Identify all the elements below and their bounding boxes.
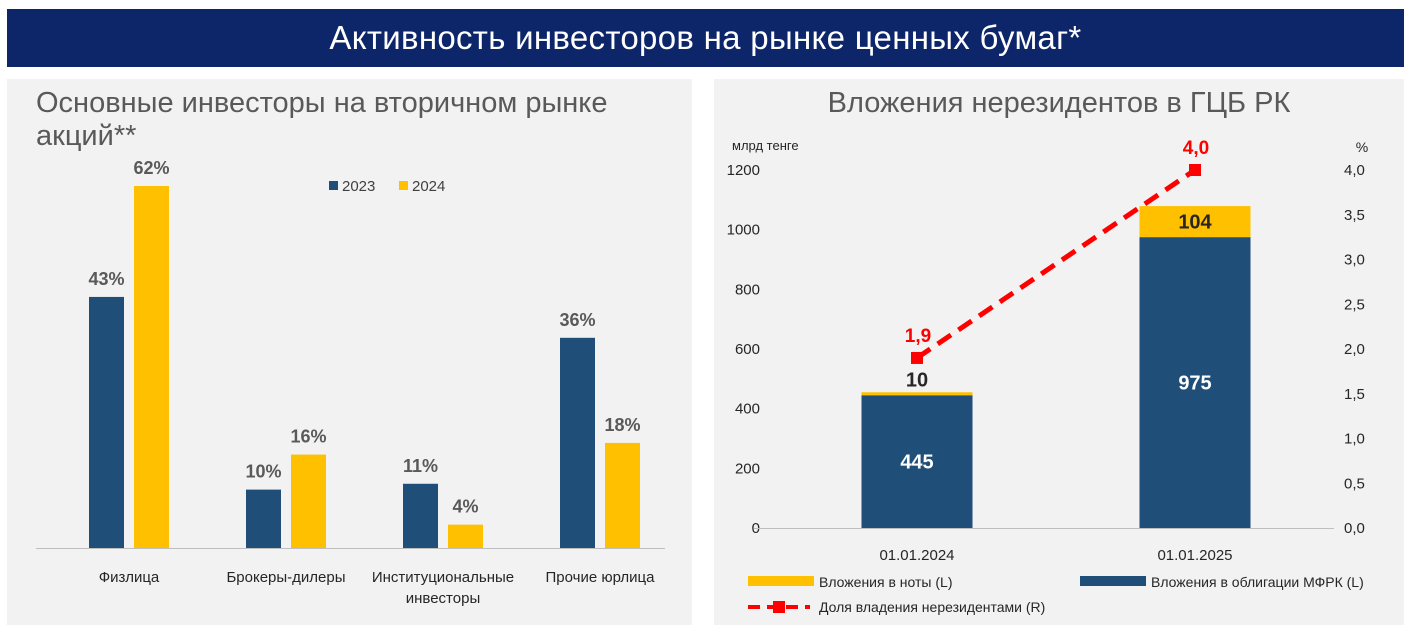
bar-2024-1: [134, 186, 169, 548]
legend-label-2023: 2023: [342, 178, 375, 195]
right-axis-tick: 1,5: [1344, 386, 1365, 403]
left-axis-tick: 800: [735, 281, 760, 298]
data-label: 11%: [403, 456, 438, 476]
nonresident-chart-panel: Вложения нерезидентов в ГЦБ РК млрд тенг…: [714, 79, 1404, 625]
data-label: 18%: [604, 415, 640, 435]
legend-swatch-2024: [399, 181, 408, 190]
bar-2024-4: [605, 442, 640, 548]
right-axis-tick: 2,5: [1344, 296, 1365, 313]
legend-marker-share: [773, 601, 785, 613]
legend-label-2024: 2024: [412, 178, 445, 195]
bar-bonds-1: [861, 395, 973, 528]
notes-value-label: 104: [1178, 212, 1212, 234]
nonresident-chart: млрд тенге %0200400600800100012000,00,51,…: [727, 138, 1369, 615]
left-axis-unit: млрд тенге: [732, 138, 799, 153]
investors-chart: 43% 62% Физлица 10% 16% Брокеры-дилеры 11% 4% Ин…: [36, 158, 665, 607]
share-marker: [1189, 164, 1201, 176]
bar-notes-1: [861, 392, 973, 396]
share-marker: [911, 351, 923, 364]
page-title-banner: Активность инвесторов на рынке ценных бу…: [7, 9, 1404, 67]
share-line: [915, 167, 1197, 361]
left-axis-tick: 600: [735, 341, 760, 358]
right-axis-tick: 2,0: [1344, 341, 1365, 358]
category-label: Институциональные: [372, 569, 514, 586]
bar-bonds-2: [1139, 237, 1251, 528]
bonds-value-label: 445: [900, 452, 933, 474]
right-axis-tick: 0,5: [1344, 475, 1365, 492]
bar-notes-2: [1139, 206, 1251, 238]
right-axis-tick: 3,0: [1344, 252, 1365, 269]
right-axis-tick: 4,0: [1344, 162, 1365, 179]
nonresident-chart-title: Вложения нерезидентов в ГЦБ РК: [827, 87, 1291, 119]
bar-2023-4: [560, 337, 595, 548]
data-label: 43%: [88, 269, 124, 289]
right-axis-tick: 1,0: [1344, 431, 1365, 448]
left-axis-tick: 200: [735, 460, 760, 477]
legend-swatch-2023: [329, 181, 338, 190]
legend-swatch-bonds: [1080, 576, 1146, 586]
data-label: 36%: [559, 310, 595, 330]
data-label: 16%: [290, 427, 326, 447]
bar-2023-3: [403, 483, 438, 548]
bonds-value-label: 975: [1178, 373, 1211, 395]
category-label: Физлица: [99, 569, 160, 586]
bar-2023-2: [246, 489, 281, 548]
bar-2024-3: [448, 524, 483, 548]
right-axis-unit: %: [1356, 139, 1368, 155]
page-title: Активность инвесторов на рынке ценных бу…: [329, 19, 1082, 56]
category-label: Прочие юрлица: [546, 569, 656, 586]
legend-label-bonds: Вложения в облигации МФРК (L): [1151, 574, 1364, 590]
legend-label-notes: Вложения в ноты (L): [819, 574, 952, 590]
share-value-label: 1,9: [905, 326, 931, 347]
legend-swatch-notes: [748, 576, 814, 586]
bar-2023-1: [89, 296, 124, 548]
data-label: 10%: [245, 462, 281, 482]
legend-label-share: Доля владения нерезидентами (R): [819, 599, 1045, 615]
left-axis-tick: 1200: [727, 162, 760, 179]
category-label: 01.01.2025: [1157, 547, 1232, 564]
right-axis-tick: 0,0: [1344, 520, 1365, 537]
investors-chart-title: Основные инвесторы на вторичном рынке ак…: [36, 87, 608, 152]
category-label: инвесторы: [406, 590, 480, 607]
data-label: 4%: [452, 497, 478, 517]
left-axis-tick: 400: [735, 401, 760, 418]
notes-value-label: 10: [906, 369, 928, 391]
category-label: 01.01.2024: [879, 547, 954, 564]
right-axis-tick: 3,5: [1344, 207, 1365, 224]
data-label: 62%: [133, 158, 169, 178]
investors-chart-panel: Основные инвесторы на вторичном рынке ак…: [7, 79, 692, 625]
left-axis-tick: 1000: [727, 222, 760, 239]
bar-2024-2: [291, 454, 326, 548]
share-value-label: 4,0: [1183, 138, 1209, 159]
category-label: Брокеры-дилеры: [226, 569, 345, 586]
